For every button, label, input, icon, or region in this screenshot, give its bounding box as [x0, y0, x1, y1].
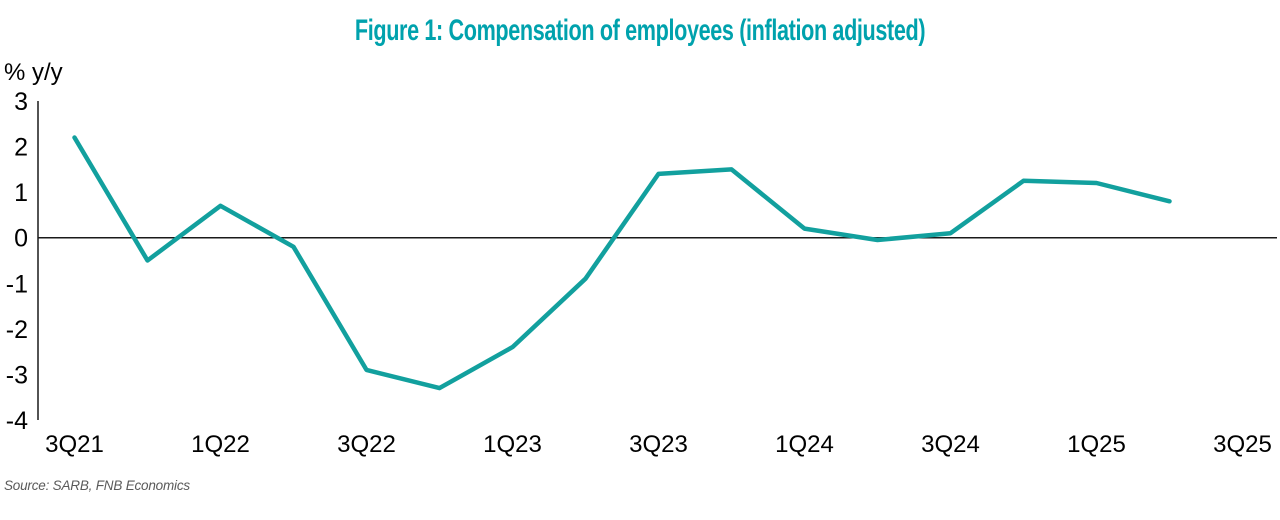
- source-note: Source: SARB, FNB Economics: [4, 478, 190, 493]
- y-tick-label: 0: [14, 225, 28, 253]
- x-tick-label: 1Q22: [191, 431, 250, 458]
- x-tick-label: 1Q23: [483, 431, 542, 458]
- y-tick-label: 3: [14, 88, 28, 116]
- x-tick-label: 3Q22: [337, 431, 396, 458]
- y-axis-unit-label: % y/y: [4, 59, 63, 86]
- y-tick-label: -1: [6, 270, 28, 298]
- chart-title-text: Figure 1: Compensation of employees (inf…: [354, 14, 926, 47]
- x-tick-label: 3Q25: [1213, 431, 1272, 458]
- x-tick-label: 3Q24: [921, 431, 980, 458]
- x-tick-label: 3Q23: [629, 431, 688, 458]
- x-tick-label: 3Q21: [45, 431, 104, 458]
- data-line-series: [72, 135, 1172, 391]
- chart-title: Figure 1: Compensation of employees (inf…: [0, 14, 1280, 47]
- y-tick-label: -3: [6, 361, 28, 389]
- x-tick-label: 1Q24: [775, 431, 834, 458]
- y-tick-label: 1: [14, 179, 28, 207]
- x-tick-label: 1Q25: [1067, 431, 1126, 458]
- y-tick-label: 2: [14, 134, 28, 162]
- y-tick-label: -2: [6, 316, 28, 344]
- y-tick-label: -4: [6, 407, 28, 435]
